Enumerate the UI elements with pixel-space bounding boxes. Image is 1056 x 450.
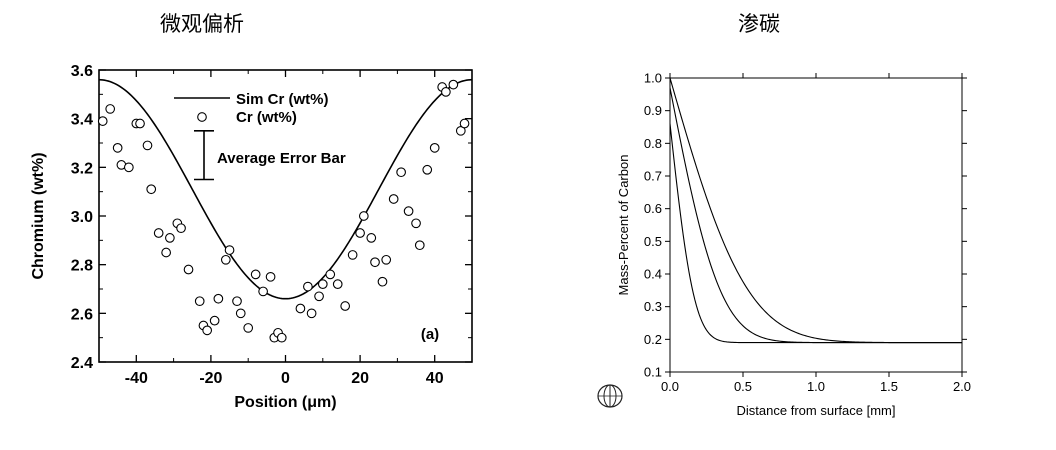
cr-data-point: [265, 271, 276, 282]
y-tick-label: 3.2: [71, 160, 93, 177]
sim-cr-curve: [98, 78, 473, 300]
y-tick-label: 0.3: [644, 299, 662, 314]
y-tick-label: 1.0: [644, 71, 662, 86]
y-axis-label: Chromium (wt%): [30, 152, 47, 279]
cr-data-point: [250, 269, 261, 280]
cr-data-point: [317, 279, 328, 289]
cr-data-point: [441, 87, 451, 97]
cr-data-point: [411, 218, 421, 229]
x-tick-label: -40: [125, 370, 148, 387]
y-tick-label: 3.0: [71, 209, 93, 226]
cr-data-point: [135, 118, 145, 129]
cr-data-point: [224, 245, 235, 255]
cr-data-point: [340, 301, 351, 311]
cr-data-point: [355, 228, 365, 238]
left-panel-title: 微观偏析: [160, 12, 244, 36]
cr-data-point: [165, 233, 175, 243]
x-axis-label: Distance from surface [mm]: [737, 403, 896, 418]
cr-data-point: [153, 228, 164, 238]
cr-data-point: [403, 206, 414, 216]
cr-data-point: [396, 167, 406, 178]
x-tick-label: 1.5: [880, 379, 898, 394]
cr-data-point: [161, 247, 171, 258]
cr-data-point: [358, 211, 369, 221]
cr-data-point: [220, 254, 231, 265]
cr-data-point: [194, 296, 205, 307]
y-tick-label: 0.6: [644, 201, 662, 216]
x-tick-label: 2.0: [953, 379, 971, 394]
cr-data-point: [429, 143, 440, 153]
cr-data-point: [232, 296, 242, 307]
cr-data-point: [105, 104, 116, 114]
cr-data-point: [295, 303, 306, 314]
cr-data-point: [422, 164, 433, 175]
cr-data-point: [235, 308, 246, 319]
cr-data-point: [142, 140, 153, 151]
cr-data-point: [183, 264, 194, 275]
cr-data-point: [202, 325, 213, 336]
legend-errorbar-label: Average Error Bar: [217, 150, 346, 167]
cr-data-point: [303, 281, 313, 292]
y-tick-label: 2.4: [71, 355, 93, 372]
y-tick-label: 0.4: [644, 267, 662, 282]
x-tick-label: 0: [281, 370, 290, 387]
legend-line-label: Sim Cr (wt%): [236, 91, 329, 108]
y-tick-label: 3.6: [71, 63, 93, 80]
x-tick-label: 0.0: [661, 379, 679, 394]
y-tick-label: 0.7: [644, 169, 662, 184]
y-tick-label: 3.4: [71, 112, 93, 129]
cr-data-point: [213, 293, 224, 304]
software-logo-icon: [597, 384, 623, 408]
cr-data-point: [448, 79, 459, 90]
cr-data-point: [97, 116, 108, 126]
cr-data-point: [414, 240, 425, 251]
cr-data-point: [276, 332, 287, 343]
y-tick-label: 0.9: [644, 103, 662, 118]
cr-data-point: [366, 233, 377, 243]
y-axis-label: Mass-Percent of Carbon: [616, 155, 631, 296]
cr-data-point: [123, 162, 134, 173]
carbon-profile-line: [669, 77, 962, 344]
plot-frame: [669, 77, 963, 373]
panel-label: (a): [421, 326, 439, 343]
cr-data-point: [377, 276, 388, 287]
cr-data-point: [370, 257, 380, 268]
cr-data-point: [306, 308, 317, 319]
carbon-profile-line: [669, 123, 962, 344]
x-tick-label: -20: [199, 370, 222, 387]
cr-data-point: [209, 315, 220, 326]
y-tick-label: 0.1: [644, 365, 662, 380]
cr-data-point: [146, 184, 157, 195]
x-tick-label: 0.5: [734, 379, 752, 394]
x-tick-label: 20: [351, 370, 369, 387]
x-tick-label: 1.0: [807, 379, 825, 394]
carbon-profile-line: [669, 87, 962, 344]
x-tick-label: 40: [426, 370, 444, 387]
right-panel-title: 渗碳: [738, 12, 780, 36]
cr-data-point: [347, 250, 358, 260]
cr-data-point: [112, 143, 123, 153]
y-tick-label: 0.2: [644, 332, 662, 347]
cr-data-point: [332, 279, 343, 289]
cr-data-point: [258, 286, 268, 297]
y-tick-label: 0.5: [644, 234, 662, 249]
cr-data-point: [388, 194, 399, 204]
cr-data-point: [325, 269, 336, 280]
cr-data-point: [459, 118, 470, 129]
y-tick-label: 0.8: [644, 136, 662, 151]
x-axis-label: Position (μm): [234, 394, 336, 411]
legend-marker-label: Cr (wt%): [236, 109, 297, 126]
cr-data-point: [243, 323, 254, 333]
y-tick-label: 2.6: [71, 306, 93, 323]
cr-data-point: [176, 223, 186, 234]
cr-data-point: [381, 254, 392, 265]
cr-data-point: [314, 291, 324, 302]
y-tick-label: 2.8: [71, 258, 93, 275]
legend-marker-swatch: [197, 112, 207, 122]
